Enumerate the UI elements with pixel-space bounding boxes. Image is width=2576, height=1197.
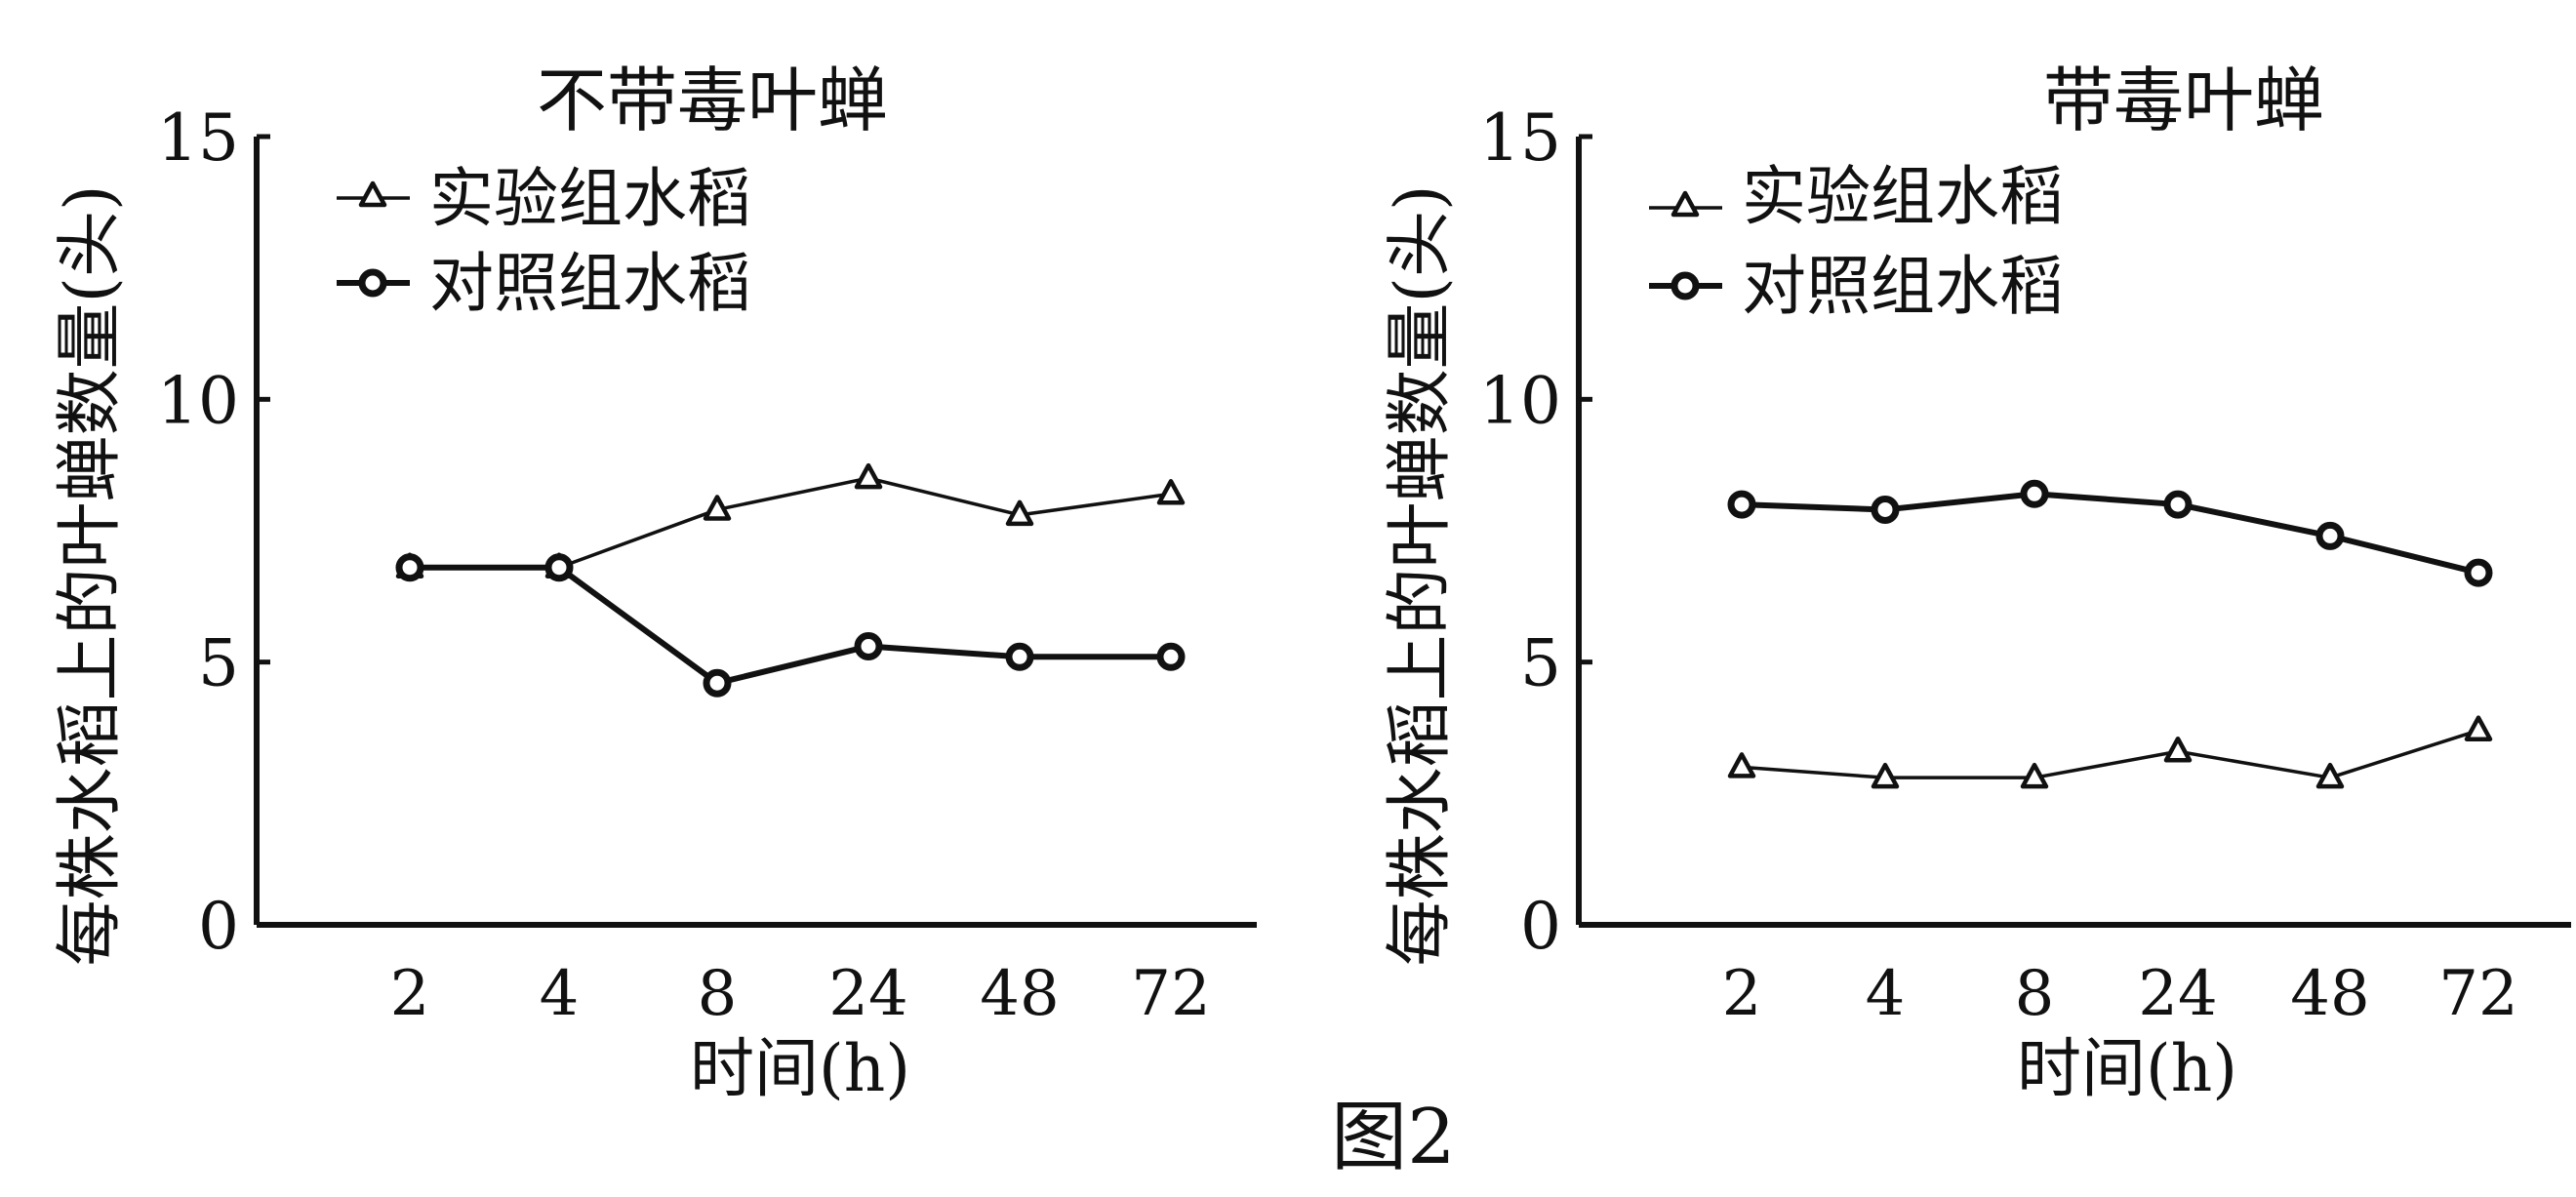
data-point-triangle: [1005, 499, 1034, 527]
x-tick-label: 72: [2438, 958, 2517, 1030]
data-point-circle: [703, 668, 732, 698]
data-point-circle: [1871, 495, 1900, 524]
data-point-circle: [1005, 642, 1034, 671]
y-tick-label: 15: [157, 100, 239, 176]
y-axis-label: 每株水稻上的叶蝉数量(头): [52, 184, 129, 966]
data-point-circle: [854, 632, 883, 661]
legend-triangle-marker: [1670, 190, 1700, 218]
x-tick-label: 8: [698, 958, 738, 1030]
legend-item-0: 实验组水稻: [1649, 159, 2064, 234]
y-tick-label: 10: [1479, 363, 1561, 438]
chart-title: 不带毒叶蝉: [537, 60, 888, 141]
legend-label: 实验组水稻: [1742, 159, 2064, 234]
figure-caption: 图2: [1331, 1094, 1456, 1181]
legend-circle-marker: [1670, 271, 1700, 300]
y-tick-label: 0: [198, 889, 239, 964]
chart-title: 带毒叶蝉: [2043, 60, 2324, 141]
chart-left: 不带毒叶蝉 每株水稻上的叶蝉数量(头) 时间(h) 实验组水稻 对照组水稻 0 5…: [52, 60, 1257, 1106]
data-point-triangle: [2020, 762, 2049, 789]
legend-circle-marker: [358, 268, 387, 298]
plot-area: [1727, 479, 2493, 789]
data-point-triangle: [1871, 762, 1900, 789]
legend-item-1: 对照组水稻: [1649, 249, 2064, 324]
data-point-triangle: [1727, 752, 1756, 778]
x-tick-label: 4: [1866, 958, 1906, 1030]
data-point-triangle: [2315, 762, 2345, 789]
data-point-triangle: [854, 462, 883, 490]
data-point-circle: [395, 553, 424, 582]
y-tick-label: 0: [1520, 889, 1561, 964]
chart-right: 带毒叶蝉 每株水稻上的叶蝉数量(头) 时间(h) 实验组水稻 对照组水稻 0 5 1…: [1382, 60, 2571, 1106]
legend-label: 实验组水稻: [429, 161, 751, 236]
data-point-circle: [2020, 479, 2049, 508]
x-tick-label: 4: [540, 958, 580, 1030]
y-tick-label: 5: [198, 626, 239, 701]
legend-label: 对照组水稻: [1742, 249, 2064, 324]
y-tick-label: 15: [1479, 100, 1561, 176]
data-point-triangle: [2163, 736, 2193, 763]
data-point-circle: [1727, 490, 1756, 519]
legend-item-0: 实验组水稻: [337, 161, 751, 236]
data-point-circle: [2163, 490, 2193, 519]
data-point-triangle: [2464, 715, 2493, 741]
series-line-triangle: [410, 476, 1172, 570]
legend-triangle-marker: [358, 180, 387, 208]
x-axis-label: 时间(h): [2017, 1031, 2237, 1106]
data-point-circle: [544, 553, 574, 582]
data-point-triangle: [1156, 479, 1186, 505]
x-tick-label: 2: [1722, 958, 1762, 1030]
plot-area: [395, 462, 1186, 698]
data-point-circle: [2464, 558, 2493, 587]
data-point-triangle: [703, 495, 732, 521]
data-point-circle: [2315, 521, 2345, 550]
x-tick-label: 8: [2015, 958, 2055, 1030]
series-line-circle: [410, 564, 1171, 687]
legend: 实验组水稻 对照组水稻: [337, 161, 751, 321]
series-line-circle: [1741, 491, 2479, 577]
y-tick-label: 10: [157, 363, 239, 438]
x-tick-label: 72: [1131, 958, 1210, 1030]
legend: 实验组水稻 对照组水稻: [1649, 159, 2064, 324]
legend-label: 对照组水稻: [429, 246, 751, 321]
x-tick-label: 2: [390, 958, 430, 1030]
y-tick-label: 5: [1520, 626, 1561, 701]
x-tick-label: 48: [980, 958, 1059, 1030]
data-point-circle: [1156, 642, 1186, 671]
x-tick-label: 24: [2138, 958, 2217, 1030]
series-line-triangle: [1741, 729, 2479, 779]
x-tick-label: 24: [828, 958, 907, 1030]
x-tick-label: 48: [2290, 958, 2369, 1030]
x-axis-label: 时间(h): [690, 1031, 910, 1106]
legend-item-1: 对照组水稻: [337, 246, 751, 321]
y-axis-label: 每株水稻上的叶蝉数量(头): [1382, 184, 1459, 966]
